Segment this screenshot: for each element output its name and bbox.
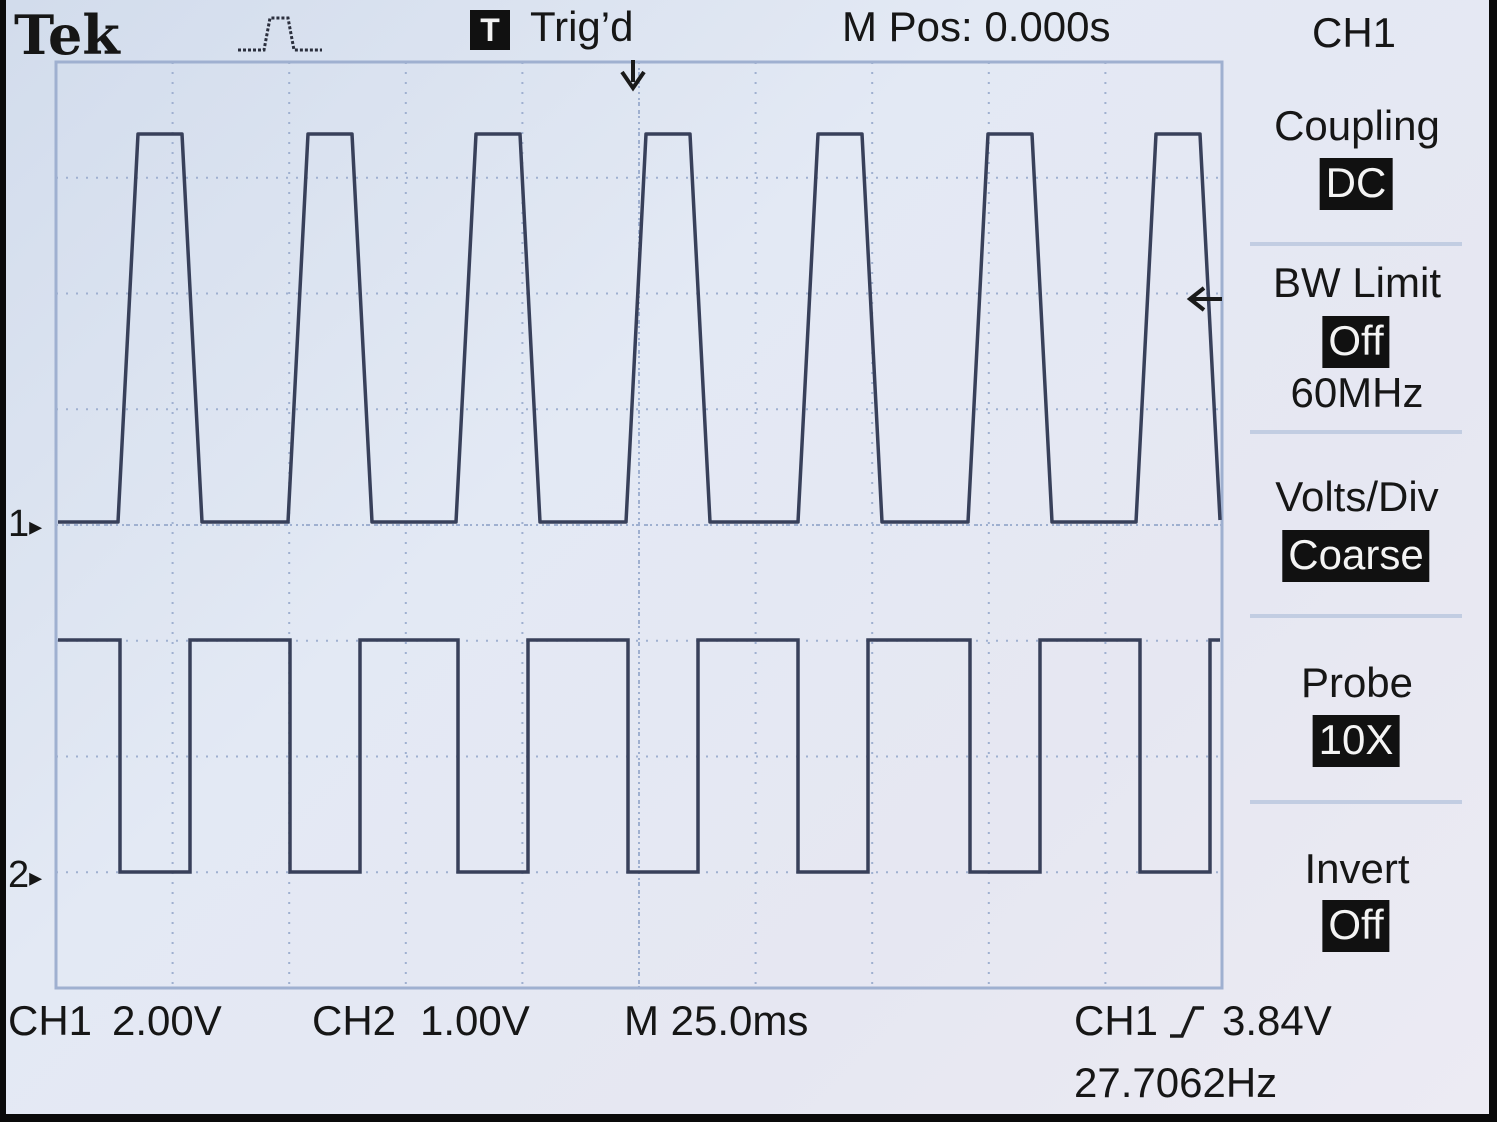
timebase: M 25.0ms (624, 997, 809, 1044)
invert-menu-title[interactable]: Invert (1304, 845, 1410, 892)
trigger-type-pulse-icon (238, 16, 322, 52)
waveform-traces (58, 132, 1222, 874)
ch1-label: CH1 (8, 997, 93, 1044)
probe-value[interactable]: 10X (1312, 715, 1400, 767)
ch2-waveform (58, 638, 1220, 874)
probe-menu-title[interactable]: Probe (1300, 659, 1414, 706)
volts-div-menu-title[interactable]: Volts/Div (1275, 473, 1439, 520)
ch1-ground-marker: 1▸ (8, 503, 43, 545)
trigger-status-icon: T (470, 10, 510, 50)
menu-divider (1250, 430, 1462, 434)
menu-divider (1250, 800, 1462, 804)
ch2-label: CH2 (312, 997, 397, 1044)
invert-value[interactable]: Off (1322, 900, 1390, 952)
menu-divider (1250, 614, 1462, 618)
ch1-scale: 2.00V (112, 997, 222, 1044)
waveform-display (54, 60, 1224, 990)
trigger-level: 3.84V (1222, 997, 1332, 1044)
coupling-menu-title[interactable]: Coupling (1274, 102, 1440, 149)
rising-edge-icon (1170, 1006, 1204, 1038)
ch2-ground-marker: 2▸ (8, 854, 43, 896)
ch1-waveform (58, 132, 1222, 524)
bw-limit-value[interactable]: Off (1322, 316, 1390, 368)
oscilloscope-screen: Tek T Trig’d M Pos: 0.000s CH1 1▸ 2▸ Cou… (6, 0, 1489, 1114)
coupling-value[interactable]: DC (1319, 158, 1393, 210)
menu-divider (1250, 242, 1462, 246)
bw-limit-frequency: 60MHz (1290, 369, 1424, 416)
brand-logo: Tek (14, 3, 120, 67)
trigger-level-arrow-icon (1186, 286, 1222, 312)
volts-div-value[interactable]: Coarse (1282, 530, 1430, 582)
menu-channel-title: CH1 (1312, 9, 1397, 56)
trigger-status: Trig’d (530, 3, 634, 50)
bw-limit-menu-title[interactable]: BW Limit (1273, 259, 1441, 306)
ch2-scale: 1.00V (420, 997, 530, 1044)
trigger-source: CH1 (1074, 997, 1159, 1044)
frequency-readout: 27.7062Hz (1074, 1059, 1278, 1106)
trigger-position-arrow-icon (620, 60, 646, 92)
horizontal-position: M Pos: 0.000s (842, 3, 1111, 50)
graticule-grid (54, 60, 1224, 990)
